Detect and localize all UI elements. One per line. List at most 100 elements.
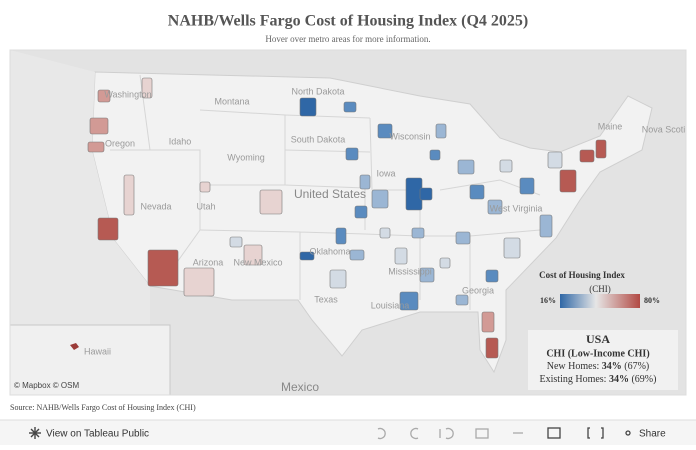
metro-area[interactable] bbox=[539, 214, 553, 238]
metro-area[interactable] bbox=[141, 77, 153, 99]
metro-area[interactable] bbox=[335, 227, 347, 245]
map-label: North Dakota bbox=[291, 86, 344, 96]
metro-area[interactable] bbox=[349, 249, 365, 261]
tableau-icon bbox=[29, 427, 41, 439]
metro-area[interactable] bbox=[343, 101, 357, 113]
map-label: Arizona bbox=[193, 257, 224, 267]
map-label: Louisiana bbox=[371, 300, 410, 310]
metro-area[interactable] bbox=[87, 141, 105, 153]
metro-area[interactable] bbox=[183, 267, 215, 297]
map-label: Oregon bbox=[105, 138, 135, 148]
legend-max: 80% bbox=[644, 296, 660, 305]
hawaii-metro[interactable] bbox=[70, 343, 79, 350]
metro-area[interactable] bbox=[229, 236, 243, 248]
metro-areas[interactable] bbox=[87, 77, 607, 359]
map-label: Wyoming bbox=[227, 152, 264, 162]
metro-area[interactable] bbox=[419, 267, 435, 283]
map-label: Montana bbox=[214, 96, 249, 106]
revert[interactable] bbox=[439, 427, 454, 440]
map-label: Georgia bbox=[462, 285, 494, 295]
summary-row: Existing Homes: 34% (69%) bbox=[540, 374, 657, 385]
download[interactable] bbox=[547, 427, 561, 439]
metro-area[interactable] bbox=[345, 147, 359, 161]
metro-area[interactable] bbox=[399, 291, 419, 311]
legend-title: Cost of Housing Index bbox=[539, 270, 625, 280]
metro-area[interactable] bbox=[455, 231, 471, 245]
map[interactable]: Hawaii © Mapbox © OSM Washington Montana N… bbox=[10, 50, 690, 395]
metro-area[interactable] bbox=[123, 174, 135, 216]
metro-area[interactable] bbox=[299, 97, 317, 117]
row-value: 34% bbox=[609, 374, 629, 385]
metro-area[interactable] bbox=[89, 117, 109, 135]
metro-area[interactable] bbox=[379, 227, 391, 239]
map-label: United States bbox=[294, 187, 366, 201]
map-label: Utah bbox=[196, 201, 215, 211]
metro-area[interactable] bbox=[439, 257, 451, 269]
metro-area[interactable] bbox=[579, 149, 595, 163]
summary-region: USA bbox=[586, 332, 610, 346]
legend-subtitle: (CHI) bbox=[589, 284, 611, 294]
metro-area[interactable] bbox=[547, 151, 563, 169]
metro-area[interactable] bbox=[481, 311, 495, 333]
share[interactable]: Share bbox=[639, 429, 666, 440]
map-label: Mississippi bbox=[388, 266, 432, 276]
metro-area[interactable] bbox=[487, 199, 503, 215]
metro-area[interactable] bbox=[419, 187, 433, 201]
metro-area[interactable] bbox=[147, 249, 179, 287]
map-label: Wisconsin bbox=[389, 131, 430, 141]
metro-area[interactable] bbox=[354, 205, 368, 219]
row-label: New Homes: bbox=[547, 361, 600, 372]
metro-area[interactable] bbox=[469, 184, 485, 200]
metro-area[interactable] bbox=[595, 139, 607, 159]
row-low-income: (69%) bbox=[631, 374, 656, 385]
redo[interactable] bbox=[410, 427, 419, 440]
usa-land bbox=[91, 71, 653, 374]
map-label: New Mexico bbox=[233, 257, 282, 267]
map-label: Iowa bbox=[376, 168, 395, 178]
metro-area[interactable] bbox=[97, 89, 111, 103]
row-value: 34% bbox=[602, 361, 622, 372]
undo[interactable] bbox=[377, 427, 386, 440]
metro-area[interactable] bbox=[405, 177, 423, 211]
metro-area[interactable] bbox=[499, 159, 513, 173]
metro-area[interactable] bbox=[455, 294, 469, 306]
tableau-link[interactable]: View on Tableau Public bbox=[29, 427, 149, 440]
metro-area[interactable] bbox=[435, 123, 447, 139]
legend-min: 16% bbox=[540, 296, 556, 305]
metro-area[interactable] bbox=[329, 269, 347, 289]
metro-area[interactable] bbox=[519, 177, 535, 195]
view-link[interactable]: View on Tableau Public bbox=[46, 429, 149, 440]
map-label: Idaho bbox=[169, 136, 192, 146]
map-label: South Dakota bbox=[291, 134, 346, 144]
metro-area[interactable] bbox=[485, 269, 499, 283]
metro-area[interactable] bbox=[411, 227, 425, 239]
pause[interactable] bbox=[475, 428, 489, 439]
attribution: © Mapbox © OSM bbox=[14, 381, 79, 390]
metro-area[interactable] bbox=[243, 244, 263, 266]
metro-area[interactable] bbox=[97, 217, 119, 241]
title: NAHB/Wells Fargo Cost of Housing Index (… bbox=[168, 13, 528, 30]
metro-area[interactable] bbox=[259, 189, 283, 215]
fullscreen[interactable] bbox=[587, 427, 604, 439]
metro-area[interactable] bbox=[559, 169, 577, 193]
share-icon[interactable] bbox=[625, 430, 631, 436]
map-label: Hawaii bbox=[84, 346, 111, 356]
metro-area[interactable] bbox=[199, 181, 211, 193]
metro-area[interactable] bbox=[299, 251, 315, 261]
map-label: Maine bbox=[598, 121, 623, 131]
metro-area[interactable] bbox=[503, 237, 521, 259]
metro-area[interactable] bbox=[377, 123, 393, 139]
metro-area[interactable] bbox=[429, 149, 441, 161]
metro-area[interactable] bbox=[359, 174, 371, 190]
metro-area[interactable] bbox=[394, 247, 408, 265]
map-label: Mexico bbox=[281, 380, 319, 394]
map-label: West Virginia bbox=[490, 203, 543, 213]
toolbar-icons[interactable] bbox=[377, 427, 631, 440]
summary-row: New Homes: 34% (67%) bbox=[547, 361, 650, 372]
map-frame bbox=[9, 49, 687, 396]
metro-area[interactable] bbox=[371, 189, 389, 209]
map-label: Oklahoma bbox=[309, 246, 350, 256]
metro-area[interactable] bbox=[457, 159, 475, 175]
metro-area[interactable] bbox=[485, 337, 499, 359]
